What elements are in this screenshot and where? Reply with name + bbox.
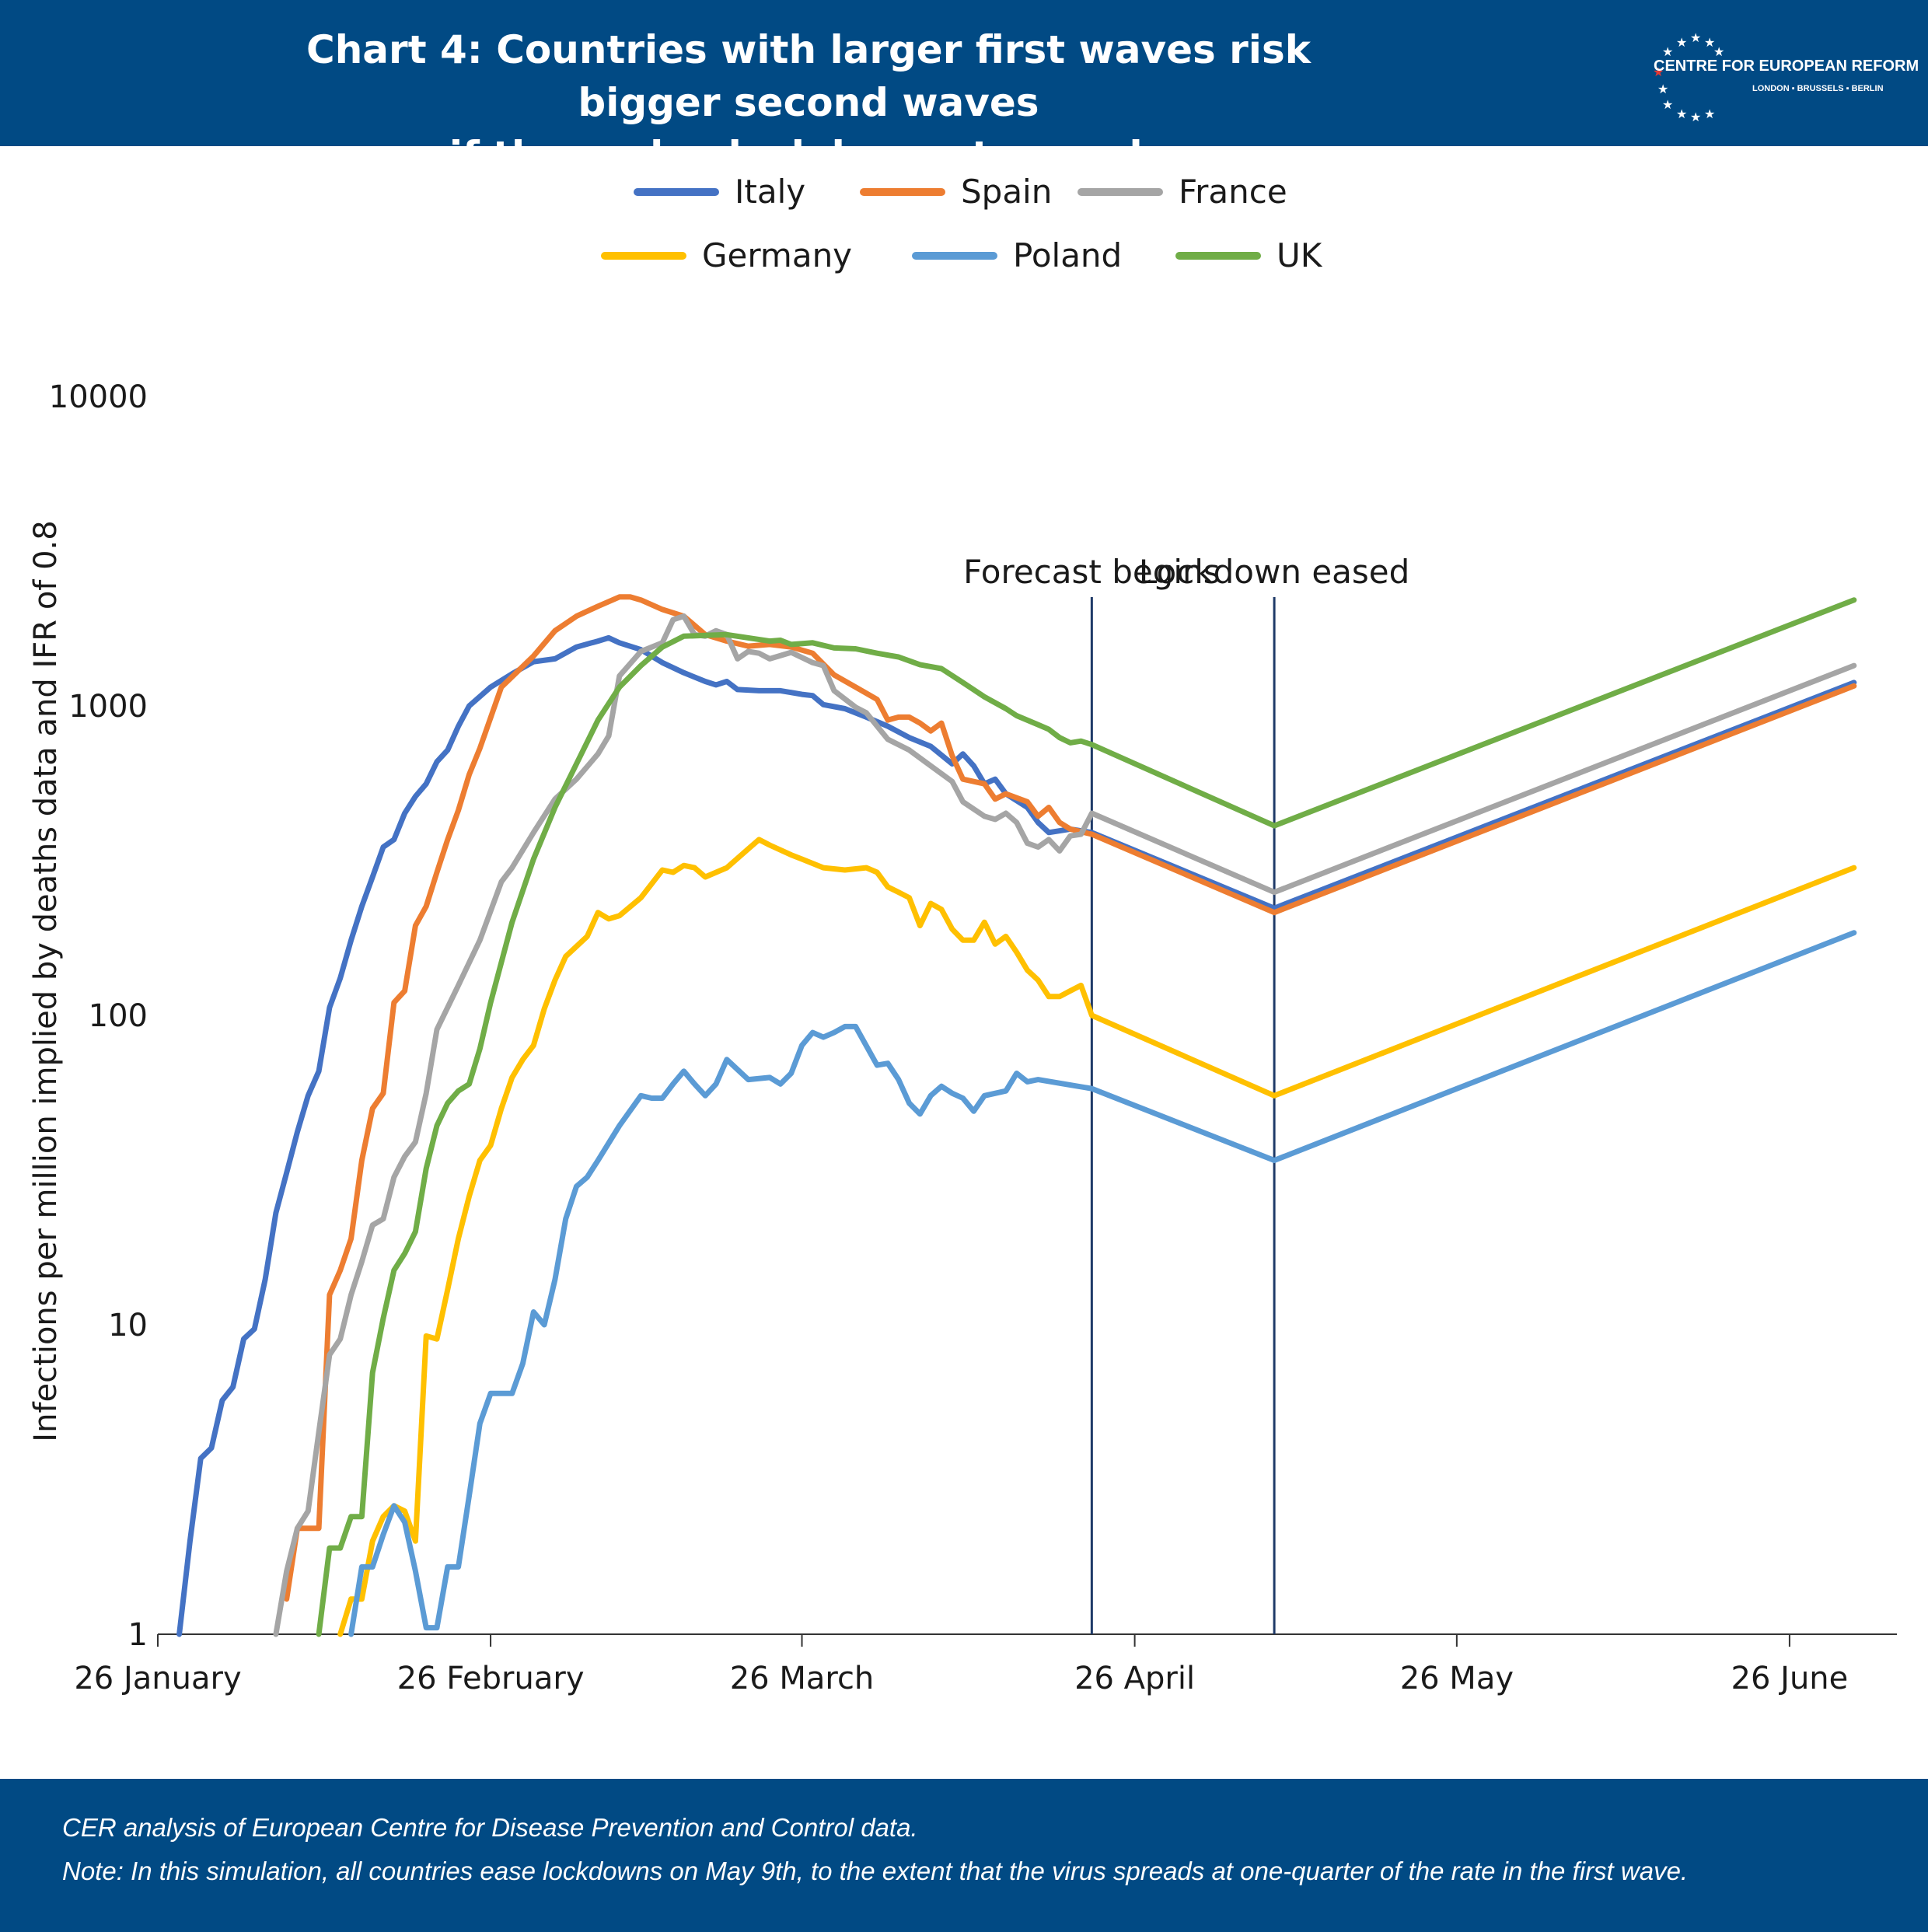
- cer-logo-stars-icon: ★ ★ ★ ★ ★ ★ ★ ★ ★ ★ ★: [1653, 30, 1724, 121]
- footer-banner: CER analysis of European Centre for Dise…: [0, 1779, 1928, 1932]
- source-note: CER analysis of European Centre for Dise…: [62, 1813, 918, 1842]
- x-tick-label: 26 February: [397, 1661, 585, 1696]
- svg-text:★: ★: [1704, 107, 1715, 121]
- series-line-poland: [348, 930, 1857, 1637]
- chart-series: [176, 594, 1857, 1637]
- svg-text:★: ★: [1653, 65, 1664, 79]
- title-line-1: Chart 4: Countries with larger first wav…: [306, 27, 1311, 125]
- x-tick-label: 26 June: [1731, 1661, 1849, 1696]
- y-tick-label: 100: [89, 998, 148, 1034]
- legend-label-poland: Poland: [1013, 236, 1123, 274]
- svg-text:★: ★: [1657, 82, 1668, 96]
- series-line-uk: [316, 597, 1857, 1637]
- svg-text:★: ★: [1662, 44, 1673, 59]
- legend-swatch-germany: [601, 252, 686, 260]
- y-tick-label: 10: [108, 1308, 148, 1343]
- svg-text:★: ★: [1690, 110, 1701, 121]
- logo-cities: LONDON ▪ BRUSSELS ▪ BERLIN: [1752, 84, 1884, 93]
- y-tick-label: 1: [128, 1617, 148, 1653]
- series-line-italy: [176, 634, 1857, 1637]
- series-line-spain: [284, 594, 1857, 1602]
- svg-text:★: ★: [1676, 107, 1687, 121]
- y-tick-label: 1000: [68, 689, 148, 725]
- legend-swatch-italy: [634, 188, 719, 196]
- x-tick-label: 26 April: [1074, 1661, 1195, 1696]
- svg-text:★: ★: [1713, 44, 1724, 59]
- annotation-label-forecast-begins: Forecast begins: [963, 553, 1220, 591]
- legend-swatch-uk: [1175, 252, 1261, 260]
- svg-text:★: ★: [1676, 35, 1687, 50]
- logo-name: CENTRE FOR EUROPEAN REFORM: [1654, 58, 1919, 75]
- legend-label-germany: Germany: [702, 236, 853, 274]
- legend-swatch-france: [1078, 188, 1163, 196]
- header-banner: Chart 4: Countries with larger first wav…: [0, 0, 1928, 178]
- x-tick-label: 26 March: [730, 1661, 875, 1696]
- series-line-france: [273, 613, 1857, 1637]
- series-line-germany: [337, 837, 1857, 1637]
- y-tick-label: 10000: [49, 379, 148, 415]
- line-chart: 26 January 26 February 26 March 26 April 26 …: [28, 379, 1897, 1696]
- legend-label-france: France: [1179, 173, 1287, 211]
- chart-axes: 26 January 26 February 26 March 26 April 26 …: [28, 379, 1897, 1696]
- svg-text:★: ★: [1662, 97, 1673, 112]
- legend-label-spain: Spain: [961, 173, 1053, 211]
- svg-text:★: ★: [1704, 35, 1715, 50]
- y-axis-label: Infections per million implied by deaths…: [28, 520, 64, 1441]
- legend-swatch-spain: [860, 188, 945, 196]
- legend-label-italy: Italy: [735, 173, 806, 211]
- x-tick-label: 26 January: [74, 1661, 241, 1696]
- svg-text:★: ★: [1690, 30, 1701, 45]
- legend-label-uk: UK: [1277, 236, 1322, 274]
- simulation-note: Note: In this simulation, all countries …: [62, 1857, 1689, 1885]
- title-line-2: if they relax lockdowns too early: [449, 133, 1168, 178]
- annotation-label-lockdown-eased: Lockdown eased: [1139, 553, 1409, 591]
- x-tick-label: 26 May: [1400, 1661, 1514, 1696]
- legend-swatch-poland: [912, 252, 997, 260]
- chart-title: Chart 4: Countries with larger first wav…: [264, 23, 1353, 182]
